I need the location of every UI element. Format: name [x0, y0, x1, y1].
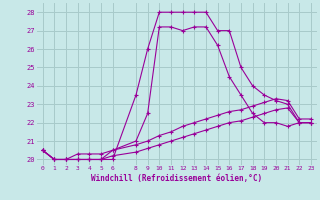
X-axis label: Windchill (Refroidissement éolien,°C): Windchill (Refroidissement éolien,°C) [91, 174, 262, 183]
